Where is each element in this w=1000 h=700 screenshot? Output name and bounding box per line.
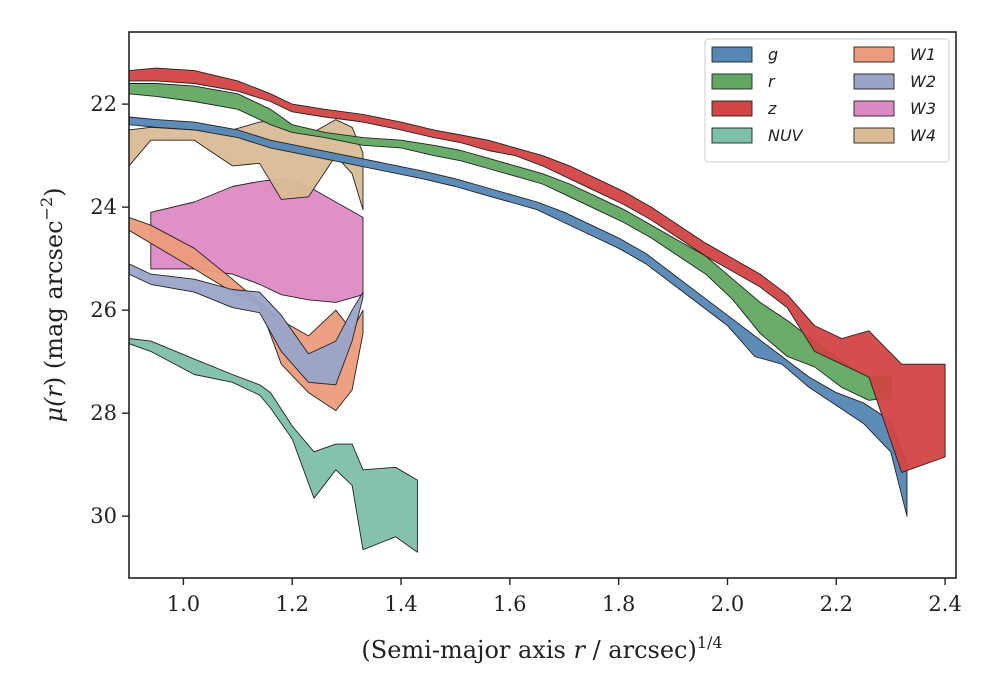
x-axis-title-var: r — [573, 636, 586, 664]
band-nuv — [129, 338, 418, 553]
y-axis-ticks: 22 24 26 28 30 — [90, 92, 129, 528]
x-axis-title-main: (Semi-major axis — [361, 636, 573, 664]
legend-swatch-w2 — [853, 73, 895, 90]
legend-swatch-w4 — [853, 127, 895, 144]
band-g — [129, 116, 908, 517]
legend-swatch-w1 — [853, 46, 895, 63]
legend-swatch-z — [711, 100, 753, 117]
legend-label-w1: W1 — [910, 45, 936, 64]
profile-bands — [129, 67, 946, 553]
x-tick-label: 1.6 — [493, 592, 526, 616]
x-tick-label: 2.0 — [711, 592, 744, 616]
y-axis-title-var: r — [40, 385, 68, 398]
legend-label-g: g — [768, 45, 778, 64]
y-tick-label: 28 — [90, 401, 117, 425]
x-axis-ticks: 1.0 1.2 1.4 1.6 1.8 2.0 2.2 2.4 — [167, 578, 962, 616]
y-axis-title-mu: μ( — [40, 397, 68, 423]
x-axis-title-sup: 1/4 — [697, 633, 723, 652]
y-axis-title-unit: ) (mag arcsec — [40, 220, 68, 386]
legend-label-w3: W3 — [910, 99, 936, 118]
y-axis-title-sup: −2 — [37, 197, 56, 221]
legend-label-w2: W2 — [910, 72, 936, 91]
x-axis-title: (Semi-major axis r / arcsec)1/4 — [361, 633, 722, 664]
legend-label-nuv: NUV — [768, 126, 804, 145]
x-tick-label: 1.0 — [167, 592, 200, 616]
x-tick-label: 1.2 — [276, 592, 309, 616]
x-tick-label: 2.4 — [928, 592, 961, 616]
y-tick-label: 26 — [90, 298, 117, 322]
x-tick-label: 2.2 — [820, 592, 853, 616]
legend-label-z: z — [767, 99, 777, 118]
legend-label-w4: W4 — [910, 126, 936, 145]
x-tick-label: 1.4 — [384, 592, 417, 616]
band-z — [129, 67, 946, 473]
band-w2 — [129, 263, 364, 386]
legend-label-r: r — [768, 72, 776, 91]
plot-frame — [128, 31, 957, 579]
y-axis-title-close: ) — [40, 187, 68, 196]
legend-swatch-w3 — [853, 100, 895, 117]
y-tick-label: 22 — [90, 92, 117, 116]
y-axis-title: μ(r) (mag arcsec−2) — [37, 187, 68, 422]
legend-swatch-r — [711, 73, 753, 90]
legend-swatch-g — [711, 46, 753, 63]
x-axis-title-unit: / arcsec) — [585, 636, 697, 664]
x-tick-label: 1.8 — [602, 592, 635, 616]
legend: grz NUV W1 W2 W3 W4 — [704, 38, 950, 163]
y-tick-label: 24 — [90, 195, 117, 219]
legend-swatch-nuv — [711, 127, 753, 144]
y-tick-label: 30 — [90, 504, 117, 528]
band-w4 — [129, 119, 364, 211]
